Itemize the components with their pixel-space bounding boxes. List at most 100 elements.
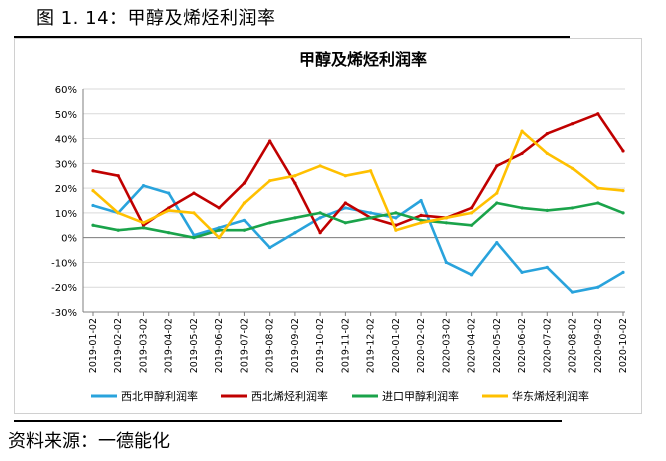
x-tick-label: 2019-02-02 [113,318,124,373]
data-point [621,149,625,153]
data-point [419,198,423,203]
x-tick-label: 2019-07-02 [239,318,250,373]
data-point [167,191,171,195]
data-point [419,218,423,222]
x-tick-label: 2020-04-02 [467,318,478,373]
data-point [318,211,322,215]
legend: 西北甲醇利润率 西北烯烃利润率 进口甲醇利润率 华东烯烃利润率 [91,389,589,403]
data-point [141,184,146,188]
legend-label: 西北甲醇利润率 [121,389,198,403]
y-tick-label: 60% [55,85,77,96]
data-point [192,211,196,215]
data-point [545,132,549,136]
data-point [520,206,524,210]
data-point [621,270,625,274]
data-point [293,181,297,185]
x-tick-label: 2020-05-02 [492,318,503,373]
data-point [469,206,474,210]
data-point [394,228,398,232]
data-point [141,226,146,230]
data-point [596,285,600,289]
series-lines [91,112,625,294]
data-point [596,112,600,116]
data-point [469,223,474,227]
series-line-1 [92,184,624,294]
data-point [545,265,549,269]
y-tick-label: 20% [55,184,77,195]
data-point [268,245,272,250]
data-point [192,191,196,195]
series-line-3 [92,201,624,239]
x-tick-label: 2019-10-02 [315,318,326,373]
data-point [318,231,322,235]
data-point [369,216,373,220]
data-point [469,211,474,215]
data-point [444,260,448,265]
x-axis-ticks: 2019-01-02 2019-02-02 2019-03-02 2019-04-02… [88,312,629,373]
data-point [293,174,297,178]
legend-label: 进口甲醇利润率 [382,389,459,403]
data-point [167,231,171,235]
x-tick-label: 2019-05-02 [189,318,200,373]
data-point [242,201,247,205]
data-point [343,174,347,178]
data-point [570,122,575,126]
data-point [570,166,575,170]
x-tick-label: 2020-07-02 [542,318,553,373]
x-tick-label: 2020-08-02 [568,318,579,373]
data-point [141,221,146,225]
data-point [545,151,549,156]
x-tick-label: 2020-06-02 [517,318,528,373]
y-tick-label: 30% [55,159,77,170]
x-tick-label: 2020-02-02 [416,318,427,373]
data-point [217,228,221,232]
y-axis-ticks: 60% 50% 40% 30% 20% 10% 0% -10% -20% -30% [51,85,77,319]
data-point [91,203,95,208]
data-point [621,211,625,215]
data-point [293,231,297,235]
data-point [343,206,347,210]
data-point [596,201,600,205]
chart-container: 甲醇及烯烃利润率 60% 50% 40% 30% 20% 10% 0% -10% -20% -30… [14,38,642,414]
data-point [570,206,575,210]
source-note: 资料来源：一德能化 [8,431,170,452]
figure-title: 图 1. 14：甲醇及烯烃利润率 [36,8,276,29]
data-point [268,221,272,225]
data-point [343,201,347,205]
x-tick-label: 2020-09-02 [593,318,604,373]
data-point [495,201,499,205]
top-rule [14,36,570,38]
data-point [192,233,196,237]
x-tick-label: 2019-09-02 [290,318,301,373]
data-point [444,216,448,220]
data-point [91,223,95,227]
x-tick-label: 2019-04-02 [164,318,175,373]
data-point [217,226,221,230]
data-point [520,270,524,274]
data-point [167,206,171,210]
x-tick-label: 2019-08-02 [265,318,276,373]
data-point [242,228,247,232]
data-point [116,174,120,178]
data-point [419,213,423,217]
data-point [318,216,322,220]
data-point [91,188,95,193]
y-tick-label: -30% [51,308,77,319]
x-tick-label: 2020-01-02 [391,318,402,373]
data-point [217,236,221,240]
y-tick-label: -10% [51,258,77,269]
data-point [318,164,322,168]
data-point [369,169,373,173]
x-tick-label: 2019-11-02 [340,318,351,373]
legend-label: 西北烯烃利润率 [251,389,328,403]
data-point [520,129,524,133]
data-point [369,211,373,215]
data-point [495,191,499,195]
data-point [495,241,499,245]
y-tick-label: 50% [55,110,77,121]
chart-title: 甲醇及烯烃利润率 [299,50,427,69]
data-point [469,273,474,277]
x-tick-label: 2019-12-02 [366,318,377,373]
data-point [192,236,196,240]
data-point [596,186,600,190]
